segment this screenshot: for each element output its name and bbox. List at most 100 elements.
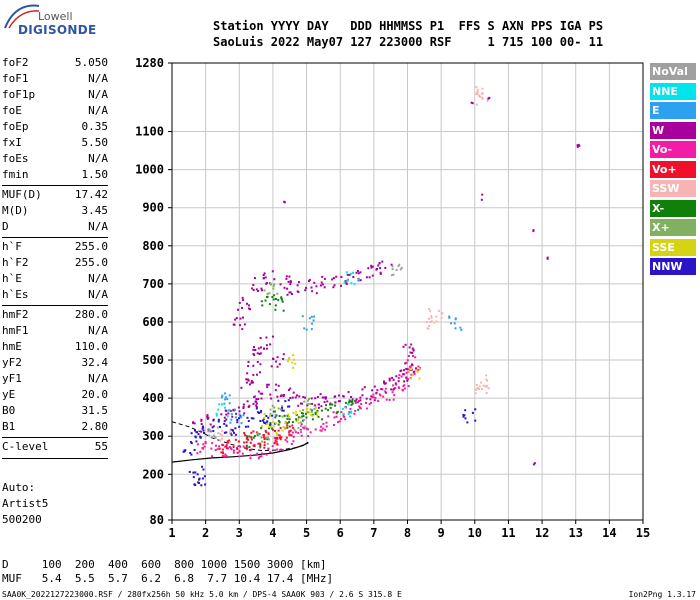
echo-point bbox=[394, 387, 397, 390]
echo-point bbox=[351, 402, 354, 405]
echo-point bbox=[393, 387, 396, 390]
echo-point bbox=[304, 289, 307, 292]
param-value: 3.45 bbox=[81, 204, 109, 217]
echo-point bbox=[299, 402, 302, 405]
echo-point bbox=[307, 399, 310, 402]
echo-point bbox=[260, 287, 263, 290]
echo-point bbox=[344, 418, 347, 421]
grid-lines bbox=[171, 62, 644, 521]
echo-point bbox=[288, 275, 291, 278]
echo-point bbox=[274, 298, 277, 300]
echo-point bbox=[219, 433, 222, 435]
echo-point bbox=[275, 448, 278, 451]
echo-point bbox=[243, 412, 246, 415]
echo-point bbox=[345, 282, 348, 285]
echo-point bbox=[344, 401, 347, 404]
echo-point bbox=[233, 408, 236, 411]
echo-point bbox=[302, 396, 305, 398]
echo-point bbox=[303, 400, 306, 403]
echo-point bbox=[463, 414, 466, 417]
echo-point bbox=[261, 424, 263, 427]
echo-point bbox=[192, 471, 195, 474]
echo-point bbox=[310, 410, 313, 413]
echo-point bbox=[260, 346, 262, 349]
echo-point bbox=[320, 425, 322, 428]
echo-point bbox=[397, 380, 400, 383]
echo-point bbox=[259, 445, 262, 447]
x-tick-label: 9 bbox=[438, 526, 445, 540]
echo-point bbox=[413, 370, 416, 373]
logo-digisonde: DIGISONDE bbox=[18, 23, 97, 37]
echo-point bbox=[275, 433, 278, 436]
echo-point bbox=[342, 413, 345, 415]
echo-point bbox=[302, 419, 304, 422]
echo-point bbox=[304, 425, 307, 428]
y-tick-label: 300 bbox=[142, 429, 164, 443]
echo-point bbox=[358, 399, 360, 402]
echo-point bbox=[481, 96, 484, 99]
echo-point bbox=[266, 292, 269, 295]
echo-point bbox=[348, 399, 351, 402]
legend-item-e: E bbox=[650, 102, 696, 119]
echo-point bbox=[241, 306, 243, 309]
echo-point bbox=[254, 277, 256, 280]
echo-point bbox=[246, 438, 249, 441]
echo-point bbox=[392, 388, 395, 391]
param-row-hmf2: hmF2 280.0 bbox=[2, 308, 108, 324]
digisonde-logo-icon bbox=[4, 4, 40, 29]
echo-point bbox=[221, 403, 223, 406]
echo-point bbox=[190, 442, 193, 445]
echo-point bbox=[262, 418, 265, 421]
echo-point bbox=[314, 397, 317, 400]
echo-point bbox=[202, 443, 205, 446]
echo-point bbox=[310, 328, 313, 331]
echo-point bbox=[357, 272, 360, 275]
echo-point bbox=[371, 274, 374, 277]
model-curve-virtual-height bbox=[171, 441, 309, 463]
echo-point bbox=[354, 409, 357, 412]
echo-point bbox=[233, 449, 235, 452]
echo-point bbox=[194, 436, 197, 439]
echo-point bbox=[415, 369, 417, 372]
param-name: hmE bbox=[2, 340, 22, 353]
param-name: foEp bbox=[2, 120, 29, 133]
param-name: foE bbox=[2, 104, 22, 117]
echo-point bbox=[287, 280, 290, 283]
echo-point bbox=[203, 432, 205, 434]
echo-point bbox=[298, 281, 300, 284]
echo-point bbox=[474, 419, 477, 422]
echo-point bbox=[264, 429, 267, 432]
echo-point bbox=[195, 431, 198, 434]
echo-point bbox=[397, 386, 400, 389]
echo-point bbox=[269, 412, 272, 415]
echo-point bbox=[294, 429, 297, 432]
echo-point bbox=[196, 443, 199, 446]
echo-point bbox=[379, 271, 382, 274]
echo-point bbox=[258, 353, 261, 355]
param-value: 5.50 bbox=[81, 136, 109, 149]
echo-point bbox=[286, 293, 289, 296]
legend-item-ssw: SSW bbox=[650, 180, 696, 197]
echo-point bbox=[395, 269, 398, 271]
echo-point bbox=[356, 270, 359, 272]
echo-point bbox=[400, 375, 403, 378]
param-value: N/A bbox=[88, 72, 108, 85]
echo-point bbox=[192, 476, 195, 479]
echo-point bbox=[237, 440, 240, 443]
echo-point bbox=[325, 421, 328, 424]
echo-point bbox=[253, 354, 256, 357]
echo-point bbox=[219, 439, 221, 442]
echo-point bbox=[380, 388, 383, 390]
echo-point bbox=[338, 420, 341, 423]
param-value: N/A bbox=[88, 372, 108, 385]
echo-point bbox=[259, 371, 261, 374]
echo-point bbox=[238, 413, 241, 416]
echo-point bbox=[323, 401, 326, 403]
param-row-fof1: foF1 N/A bbox=[2, 72, 108, 88]
echo-point bbox=[255, 402, 258, 405]
echo-point bbox=[314, 413, 317, 416]
echo-point bbox=[288, 415, 291, 418]
echo-point bbox=[485, 378, 488, 381]
echo-point bbox=[350, 282, 353, 285]
param-name: MUF(D) bbox=[2, 188, 42, 201]
